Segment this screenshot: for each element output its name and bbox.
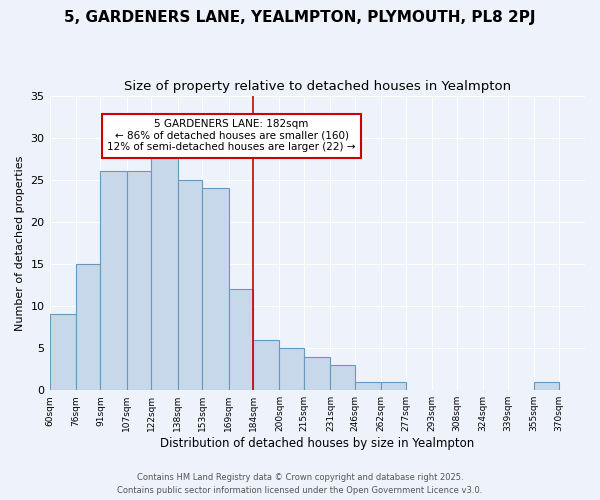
Bar: [253, 340, 280, 390]
Bar: [127, 172, 151, 390]
Text: 5, GARDENERS LANE, YEALMPTON, PLYMOUTH, PL8 2PJ: 5, GARDENERS LANE, YEALMPTON, PLYMOUTH, …: [64, 10, 536, 25]
Bar: [202, 188, 229, 390]
Bar: [151, 154, 178, 390]
Bar: [331, 365, 355, 390]
Text: 5 GARDENERS LANE: 182sqm
← 86% of detached houses are smaller (160)
12% of semi-: 5 GARDENERS LANE: 182sqm ← 86% of detach…: [107, 119, 356, 152]
X-axis label: Distribution of detached houses by size in Yealmpton: Distribution of detached houses by size …: [160, 437, 475, 450]
Bar: [76, 264, 100, 390]
Title: Size of property relative to detached houses in Yealmpton: Size of property relative to detached ho…: [124, 80, 511, 93]
Bar: [280, 348, 304, 390]
Bar: [534, 382, 559, 390]
Text: Contains HM Land Registry data © Crown copyright and database right 2025.
Contai: Contains HM Land Registry data © Crown c…: [118, 473, 482, 495]
Bar: [178, 180, 202, 390]
Bar: [382, 382, 406, 390]
Bar: [50, 314, 76, 390]
Bar: [229, 289, 253, 390]
Bar: [100, 172, 127, 390]
Bar: [355, 382, 382, 390]
Bar: [304, 356, 331, 390]
Y-axis label: Number of detached properties: Number of detached properties: [15, 155, 25, 330]
